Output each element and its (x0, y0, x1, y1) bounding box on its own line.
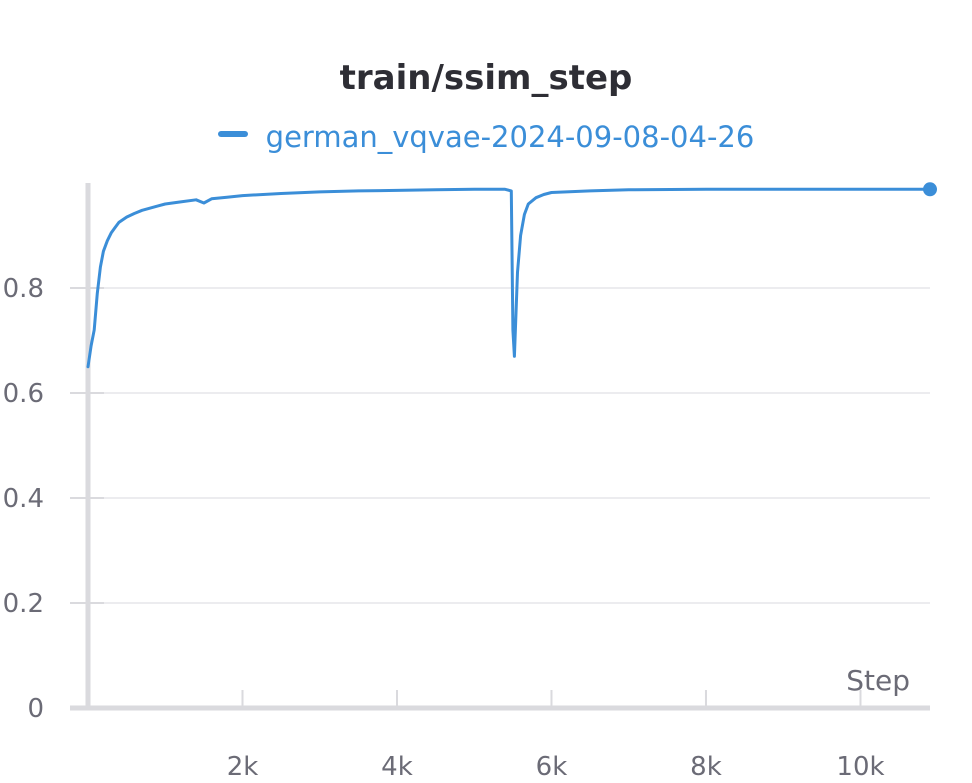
series-end-point[interactable] (923, 182, 937, 197)
legend-label-series-0: german_vqvae-2024-09-08-04-26 (265, 120, 755, 154)
series-line-0[interactable] (86, 187, 932, 369)
y-tick-label: 0.4 (3, 484, 44, 514)
series-layer (86, 182, 937, 369)
legend-swatch (217, 131, 248, 137)
gridlines (88, 287, 930, 604)
y-tick-label: 0.8 (3, 274, 44, 304)
y-tick-label: 0 (27, 694, 44, 724)
x-tick-label: 10k (836, 752, 884, 782)
y-tick-label: 0.6 (3, 379, 44, 409)
y-tick-label: 0.2 (3, 589, 44, 619)
tick-labels: 0 0.2 0.4 0.6 0.8 2k 4k 6k 8k 10k Step (3, 274, 910, 782)
x-tick-label: 2k (227, 752, 259, 782)
x-tick-label: 6k (536, 752, 568, 782)
x-tick-label: 4k (381, 752, 413, 782)
legend[interactable]: german_vqvae-2024-09-08-04-26 (0, 118, 972, 154)
chart-title: train/ssim_step (339, 58, 633, 98)
x-tick-label: 8k (690, 752, 722, 782)
axes (70, 183, 930, 711)
x-axis-title: Step (846, 664, 910, 697)
